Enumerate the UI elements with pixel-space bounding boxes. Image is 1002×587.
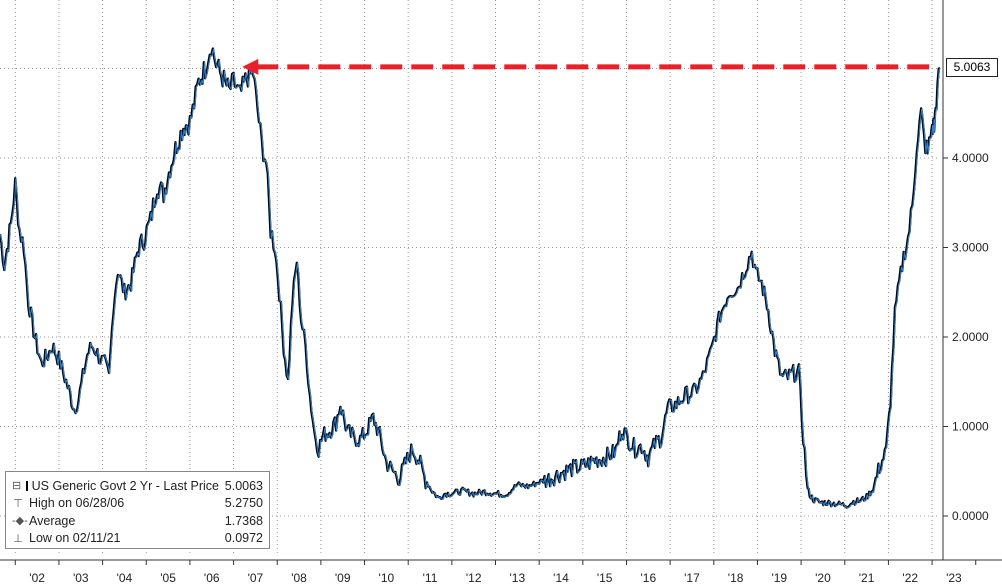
x-tick-label: '22 bbox=[902, 571, 918, 585]
x-tick-label: '19 bbox=[771, 571, 787, 585]
legend-row-low: ⊥ Low on 02/11/21 0.0972 bbox=[12, 530, 263, 548]
x-tick-label: '11 bbox=[423, 571, 438, 585]
x-tick-label: '14 bbox=[553, 571, 569, 585]
legend-average-label: Average bbox=[29, 513, 76, 528]
x-tick-label: '16 bbox=[640, 571, 656, 585]
grid-lines bbox=[0, 0, 938, 555]
legend-row-average: -◆- Average 1.7368 bbox=[12, 512, 263, 530]
x-tick-label: '03 bbox=[73, 571, 89, 585]
x-tick-label: '23 bbox=[946, 571, 962, 585]
collapse-icon[interactable]: ⊟ bbox=[12, 480, 22, 493]
average-marker-icon: -◆- bbox=[12, 515, 28, 528]
legend-high-value: 5.2750 bbox=[224, 496, 263, 511]
x-tick-label: '21 bbox=[859, 571, 875, 585]
legend-low-label: Low on 02/11/21 bbox=[29, 531, 121, 546]
x-tick-label: '04 bbox=[117, 571, 133, 585]
low-marker-icon: ⊥ bbox=[13, 532, 23, 545]
x-tick-label: '07 bbox=[248, 571, 264, 585]
legend-row-high: ⊤ High on 06/28/06 5.2750 bbox=[12, 495, 263, 513]
x-tick-label: '15 bbox=[597, 571, 613, 585]
x-tick-label: '17 bbox=[684, 571, 700, 585]
x-tick-label: '02 bbox=[29, 571, 45, 585]
x-tick-label: '10 bbox=[379, 571, 395, 585]
legend-series-value: 5.0063 bbox=[224, 478, 263, 493]
legend-average-value: 1.7368 bbox=[224, 513, 263, 528]
x-tick-label: '20 bbox=[815, 571, 831, 585]
y-tick-label: 3.0000 bbox=[952, 241, 989, 255]
high-marker-icon: ⊤ bbox=[13, 497, 23, 510]
x-tick-label: '08 bbox=[291, 571, 307, 585]
series-line-dark bbox=[0, 47, 941, 509]
legend-high-label: High on 06/28/06 bbox=[29, 496, 125, 511]
legend-low-value: 0.0972 bbox=[224, 531, 263, 546]
reference-arrowhead bbox=[242, 58, 259, 75]
x-tick-label: '13 bbox=[510, 571, 526, 585]
y-tick-label: 2.0000 bbox=[952, 330, 989, 344]
last-value-label: 5.0063 bbox=[946, 57, 998, 77]
y-tick-label: 1.0000 bbox=[952, 420, 989, 434]
series-line-blue bbox=[0, 48, 941, 509]
x-tick-label: '18 bbox=[728, 571, 744, 585]
x-tick-label: '06 bbox=[204, 571, 220, 585]
series-group bbox=[0, 47, 941, 509]
legend-title-row: ⊟ US Generic Govt 2 Yr - Last Price 5.00… bbox=[12, 477, 263, 495]
legend: ⊟ US Generic Govt 2 Yr - Last Price 5.00… bbox=[5, 471, 270, 549]
y-tick-label: 4.0000 bbox=[952, 151, 989, 165]
series-swatch bbox=[26, 480, 28, 491]
y-tick-label: 0.0000 bbox=[952, 509, 989, 523]
x-tick-label: '12 bbox=[466, 571, 482, 585]
reference-arrow bbox=[242, 58, 938, 75]
legend-series-name: US Generic Govt 2 Yr - Last Price bbox=[31, 478, 219, 493]
x-tick-label: '09 bbox=[335, 571, 351, 585]
x-tick-label: '05 bbox=[160, 571, 176, 585]
